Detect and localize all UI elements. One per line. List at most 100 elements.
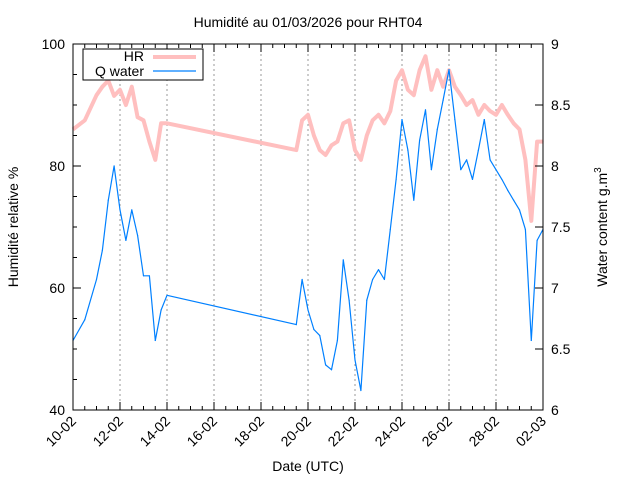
x-tick-label: 14-02	[136, 413, 173, 450]
data-point-q-water	[313, 328, 315, 331]
data-point-hr	[471, 99, 474, 101]
data-point-hr	[477, 114, 479, 116]
data-point-q-water	[137, 234, 139, 237]
y2-tick-label: 8.5	[551, 97, 571, 113]
data-point-q-water	[301, 278, 303, 281]
chart-title: Humidité au 01/03/2026 pour RHT04	[194, 14, 423, 30]
data-point-q-water	[419, 139, 421, 141]
data-point-q-water	[319, 334, 321, 337]
data-point-q-water	[383, 278, 385, 281]
data-point-hr	[530, 220, 532, 222]
x-tick-label: 26-02	[418, 413, 455, 450]
data-point-hr	[454, 86, 456, 88]
data-point-q-water	[84, 319, 86, 321]
data-point-hr	[489, 110, 491, 112]
data-point-hr	[377, 114, 380, 116]
data-point-hr	[495, 114, 497, 116]
y2-tick-label: 9	[551, 36, 559, 52]
data-point-q-water	[119, 209, 121, 211]
data-point-q-water	[366, 299, 368, 301]
data-point-hr	[84, 119, 86, 121]
data-point-q-water	[495, 169, 497, 171]
data-point-q-water	[142, 275, 145, 277]
x-tick-label: 28-02	[465, 413, 502, 450]
data-point-q-water	[536, 239, 538, 242]
data-point-hr	[295, 149, 297, 151]
data-point-q-water	[401, 119, 403, 121]
data-point-q-water	[372, 278, 374, 281]
data-point-q-water	[131, 209, 133, 211]
data-point-q-water	[395, 178, 397, 181]
data-point-hr	[401, 69, 403, 71]
y-tick-label: 40	[49, 402, 65, 418]
data-point-hr	[354, 149, 356, 151]
x-tick-label: 22-02	[324, 413, 361, 450]
data-point-hr	[383, 122, 385, 124]
data-point-hr	[407, 89, 409, 91]
y2-axis-label-text: Water content g.m	[594, 173, 610, 287]
data-point-q-water	[348, 299, 350, 301]
y-axis-label: Humidité relative %	[5, 167, 21, 288]
x-tick-label: 12-02	[89, 413, 126, 450]
data-point-hr	[366, 134, 368, 137]
data-point-q-water	[483, 119, 485, 121]
data-point-hr	[389, 110, 391, 112]
data-point-hr	[372, 119, 374, 121]
data-point-q-water	[501, 178, 503, 181]
x-axis-label: Date (UTC)	[272, 458, 344, 474]
data-point-hr	[507, 114, 509, 116]
data-point-hr	[313, 134, 315, 137]
data-point-q-water	[442, 99, 444, 101]
data-point-q-water	[336, 339, 338, 342]
data-point-q-water	[160, 309, 162, 311]
data-point-q-water	[101, 249, 103, 251]
data-point-hr	[319, 149, 321, 151]
data-point-q-water	[471, 178, 474, 181]
data-point-q-water	[107, 199, 109, 201]
data-point-q-water	[477, 149, 479, 151]
data-point-q-water	[513, 199, 515, 201]
ticks: 10-02 12-02 14-02 16-02 18-02 20-02 22-02 24-02…	[42, 36, 571, 449]
data-point-q-water	[330, 369, 333, 371]
data-point-hr	[166, 122, 168, 124]
data-point-hr	[131, 86, 133, 88]
data-point-q-water	[325, 364, 327, 366]
data-point-q-water	[307, 309, 309, 311]
data-point-hr	[430, 89, 432, 91]
data-point-hr	[518, 128, 521, 130]
data-point-q-water	[518, 209, 521, 211]
data-point-hr	[95, 94, 98, 96]
data-point-hr	[483, 104, 485, 106]
data-point-q-water	[424, 109, 427, 111]
data-point-hr	[536, 141, 538, 143]
data-point-q-water	[448, 69, 450, 71]
data-point-hr	[442, 86, 444, 88]
data-point-hr	[466, 104, 468, 106]
data-point-hr	[142, 119, 145, 121]
data-point-q-water	[413, 199, 415, 201]
data-point-q-water	[377, 269, 380, 271]
data-point-q-water	[460, 169, 462, 171]
data-point-hr	[301, 119, 303, 121]
data-point-hr	[342, 122, 344, 124]
data-point-q-water	[342, 259, 344, 261]
data-point-hr	[513, 122, 515, 124]
data-point-hr	[101, 86, 103, 88]
data-point-hr	[125, 104, 127, 106]
series-group	[71, 54, 544, 392]
data-point-q-water	[530, 339, 532, 342]
data-point-q-water	[489, 159, 491, 161]
data-point-hr	[325, 154, 327, 156]
data-point-hr	[395, 80, 397, 82]
data-point-hr	[524, 159, 526, 161]
data-point-q-water	[295, 324, 297, 326]
data-point-q-water	[389, 228, 391, 231]
data-point-q-water	[95, 278, 98, 281]
data-point-hr	[113, 95, 115, 97]
data-point-q-water	[113, 165, 115, 167]
y2-tick-label: 8	[551, 158, 559, 174]
data-point-q-water	[466, 159, 468, 161]
legend-box	[82, 48, 204, 81]
data-point-q-water	[125, 239, 127, 242]
